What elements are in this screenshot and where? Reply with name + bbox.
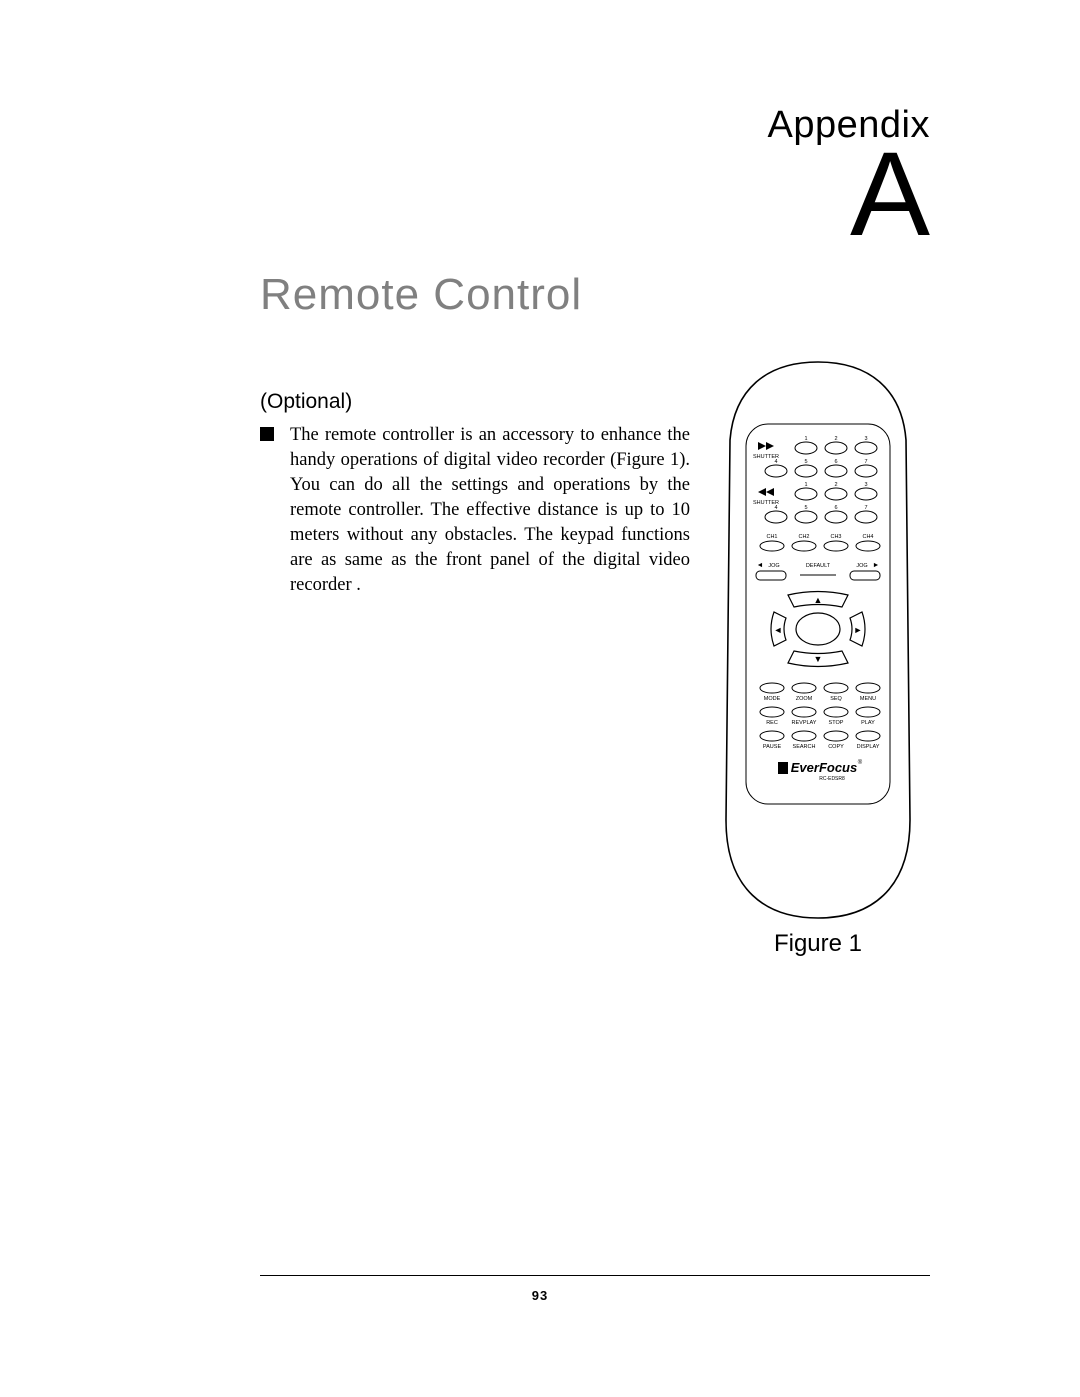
btn-1-6 [825, 465, 847, 477]
jog-left-label: JOG [768, 563, 779, 569]
dpad-center [796, 613, 840, 645]
btn-zoom [792, 683, 816, 693]
btn-1-4 [765, 465, 787, 477]
dpad-left-arrow: ◄ [774, 625, 783, 635]
jog-right-arrow: ► [873, 562, 880, 569]
btn-jog-left [756, 571, 786, 580]
btn-jog-right [850, 571, 880, 580]
body-paragraph: The remote controller is an accessory to… [290, 423, 690, 598]
num-2-3: 3 [864, 482, 867, 488]
label-revplay: REVPLAY [792, 720, 817, 726]
ch2-label: CH2 [798, 534, 809, 540]
dpad-right-arrow: ► [854, 625, 863, 635]
btn-play [856, 707, 880, 717]
num-1-5: 5 [804, 459, 807, 465]
ch4-label: CH4 [862, 534, 873, 540]
label-mode: MODE [764, 696, 781, 702]
label-zoom: ZOOM [796, 696, 813, 702]
label-menu: MENU [860, 696, 876, 702]
btn-2-7 [855, 511, 877, 523]
appendix-letter: A [850, 134, 930, 254]
figure-caption: Figure 1 [720, 930, 916, 958]
label-search: SEARCH [793, 744, 816, 750]
jog-left-arrow: ◄ [757, 562, 764, 569]
dpad-down-arrow: ▼ [814, 654, 823, 664]
btn-pause [760, 731, 784, 741]
btn-ch3 [824, 541, 848, 551]
btn-menu [856, 683, 880, 693]
num-1-6: 6 [834, 459, 837, 465]
btn-2-6 [825, 511, 847, 523]
num-2-6: 6 [834, 505, 837, 511]
remote-figure: SHUTTER 1 2 3 4 5 6 7 SH [720, 360, 916, 958]
btn-ch1 [760, 541, 784, 551]
bullet-square [260, 427, 274, 441]
label-pause: PAUSE [763, 744, 782, 750]
optional-label: (Optional) [260, 390, 352, 414]
num-2-1: 1 [804, 482, 807, 488]
label-play: PLAY [861, 720, 875, 726]
btn-2-3 [855, 488, 877, 500]
label-copy: COPY [828, 744, 844, 750]
label-rec: REC [766, 720, 778, 726]
num-1-2: 2 [834, 436, 837, 442]
btn-2-4 [765, 511, 787, 523]
btn-1-7 [855, 465, 877, 477]
section-title: Remote Control [260, 270, 582, 320]
btn-1-5 [795, 465, 817, 477]
btn-copy [824, 731, 848, 741]
num-2-5: 5 [804, 505, 807, 511]
btn-2-1 [795, 488, 817, 500]
btn-revplay [792, 707, 816, 717]
btn-display [856, 731, 880, 741]
footer-rule [260, 1275, 930, 1276]
btn-mode [760, 683, 784, 693]
jog-right-label: JOG [856, 563, 867, 569]
page-number: 93 [0, 1288, 1080, 1303]
num-1-1: 1 [804, 436, 807, 442]
btn-stop [824, 707, 848, 717]
btn-search [792, 731, 816, 741]
label-seq: SEQ [830, 696, 842, 702]
num-2-7: 7 [864, 505, 867, 511]
btn-2-2 [825, 488, 847, 500]
btn-1-1 [795, 442, 817, 454]
ch1-label: CH1 [766, 534, 777, 540]
num-1-4: 4 [774, 459, 777, 465]
brand-logo-icon [778, 762, 788, 774]
default-label: DEFAULT [806, 563, 831, 569]
brand-name: EverFocus [791, 760, 857, 775]
num-2-4: 4 [774, 505, 777, 511]
btn-2-5 [795, 511, 817, 523]
dpad-up-arrow: ▲ [814, 595, 823, 605]
label-stop: STOP [829, 720, 844, 726]
brand-model: RC-EDSR8 [819, 776, 845, 782]
num-1-7: 7 [864, 459, 867, 465]
btn-ch4 [856, 541, 880, 551]
num-1-3: 3 [864, 436, 867, 442]
num-2-2: 2 [834, 482, 837, 488]
btn-ch2 [792, 541, 816, 551]
btn-seq [824, 683, 848, 693]
btn-1-2 [825, 442, 847, 454]
brand-tm: ® [858, 759, 863, 766]
btn-rec [760, 707, 784, 717]
ch3-label: CH3 [830, 534, 841, 540]
label-display: DISPLAY [857, 744, 880, 750]
btn-1-3 [855, 442, 877, 454]
remote-svg: SHUTTER 1 2 3 4 5 6 7 SH [720, 360, 916, 920]
